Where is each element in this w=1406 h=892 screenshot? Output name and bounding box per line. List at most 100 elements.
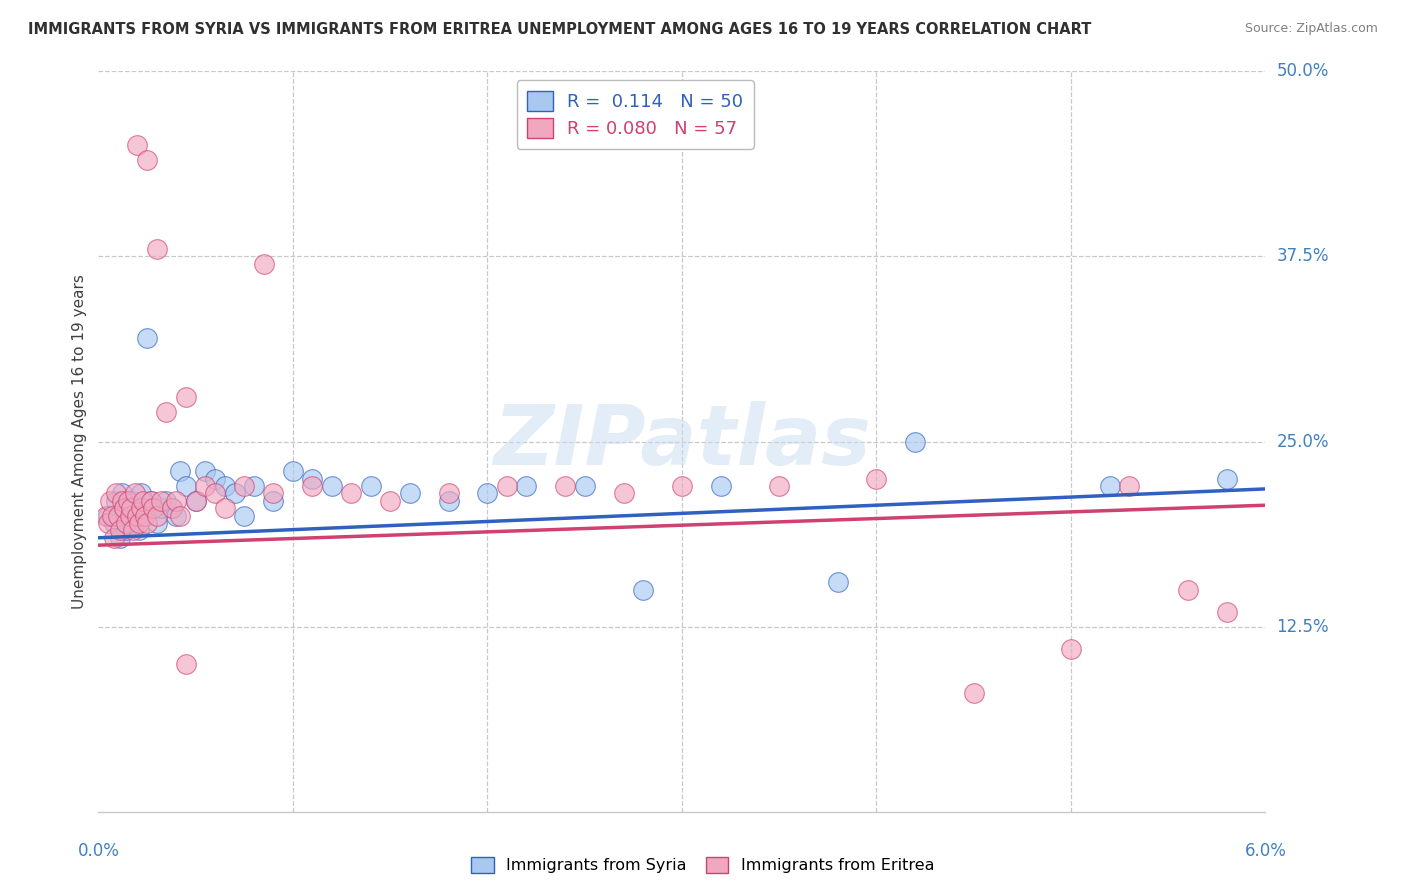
Point	[554, 479, 576, 493]
Point	[128, 524, 150, 538]
Point	[146, 508, 169, 523]
Point	[129, 501, 152, 516]
Point	[108, 524, 131, 538]
Point	[136, 516, 159, 530]
Point	[104, 493, 127, 508]
Point	[117, 493, 139, 508]
Text: 0.0%: 0.0%	[77, 842, 120, 860]
Point	[194, 464, 217, 478]
Point	[165, 508, 187, 523]
Legend: Immigrants from Syria, Immigrants from Eritrea: Immigrants from Syria, Immigrants from E…	[465, 850, 941, 880]
Point	[97, 516, 120, 530]
Point	[149, 493, 172, 508]
Point	[233, 508, 256, 523]
Point	[146, 242, 169, 256]
Point	[149, 501, 172, 516]
Point	[124, 486, 146, 500]
Point	[103, 531, 125, 545]
Y-axis label: Unemployment Among Ages 16 to 19 years: Unemployment Among Ages 16 to 19 years	[72, 274, 87, 609]
Point	[104, 486, 127, 500]
Point	[111, 493, 134, 508]
Point	[174, 390, 197, 404]
Point	[1215, 605, 1237, 619]
Point	[162, 501, 184, 516]
Point	[134, 508, 156, 523]
Point	[129, 486, 152, 500]
Text: IMMIGRANTS FROM SYRIA VS IMMIGRANTS FROM ERITREA UNEMPLOYMENT AMONG AGES 16 TO 1: IMMIGRANTS FROM SYRIA VS IMMIGRANTS FROM…	[28, 22, 1091, 37]
Point	[253, 257, 276, 271]
Point	[184, 493, 207, 508]
Text: 25.0%: 25.0%	[1277, 433, 1329, 450]
Point	[360, 479, 382, 493]
Point	[142, 501, 165, 516]
Point	[101, 508, 124, 523]
Point	[827, 575, 849, 590]
Point	[127, 508, 149, 523]
Point	[214, 479, 236, 493]
Point	[132, 508, 155, 523]
Point	[281, 464, 304, 478]
Point	[1118, 479, 1140, 493]
Point	[128, 516, 150, 530]
Point	[97, 508, 120, 523]
Point	[165, 493, 187, 508]
Point	[118, 508, 141, 523]
Point	[127, 138, 149, 153]
Point	[111, 486, 134, 500]
Point	[122, 524, 145, 538]
Point	[112, 501, 135, 516]
Point	[139, 493, 162, 508]
Text: 37.5%: 37.5%	[1277, 247, 1329, 266]
Point	[146, 516, 169, 530]
Point	[169, 508, 191, 523]
Point	[169, 464, 191, 478]
Point	[437, 486, 460, 500]
Point	[114, 524, 136, 538]
Point	[114, 516, 136, 530]
Point	[139, 493, 162, 508]
Point	[121, 516, 143, 530]
Point	[118, 501, 141, 516]
Point	[142, 501, 165, 516]
Point	[162, 501, 184, 516]
Point	[117, 493, 139, 508]
Point	[214, 501, 236, 516]
Point	[301, 479, 323, 493]
Point	[301, 472, 323, 486]
Text: 6.0%: 6.0%	[1244, 842, 1286, 860]
Point	[340, 486, 363, 500]
Point	[204, 486, 226, 500]
Point	[155, 405, 177, 419]
Point	[204, 472, 226, 486]
Point	[124, 508, 146, 523]
Point	[194, 479, 217, 493]
Point	[127, 501, 149, 516]
Point	[496, 479, 519, 493]
Point	[515, 479, 537, 493]
Point	[321, 479, 343, 493]
Point	[122, 493, 145, 508]
Legend: R =  0.114   N = 50, R = 0.080   N = 57: R = 0.114 N = 50, R = 0.080 N = 57	[516, 80, 754, 149]
Point	[107, 508, 129, 523]
Text: 50.0%: 50.0%	[1277, 62, 1329, 80]
Point	[1215, 472, 1237, 486]
Point	[136, 331, 159, 345]
Point	[710, 479, 733, 493]
Point	[121, 501, 143, 516]
Point	[768, 479, 790, 493]
Point	[904, 434, 927, 449]
Point	[380, 493, 402, 508]
Point	[184, 493, 207, 508]
Point	[262, 486, 284, 500]
Point	[224, 486, 246, 500]
Point	[243, 479, 266, 493]
Point	[613, 486, 636, 500]
Point	[962, 686, 984, 700]
Point	[437, 493, 460, 508]
Point	[233, 479, 256, 493]
Point	[96, 508, 118, 523]
Point	[1060, 641, 1083, 656]
Point	[1098, 479, 1121, 493]
Point	[574, 479, 596, 493]
Text: ZIPatlas: ZIPatlas	[494, 401, 870, 482]
